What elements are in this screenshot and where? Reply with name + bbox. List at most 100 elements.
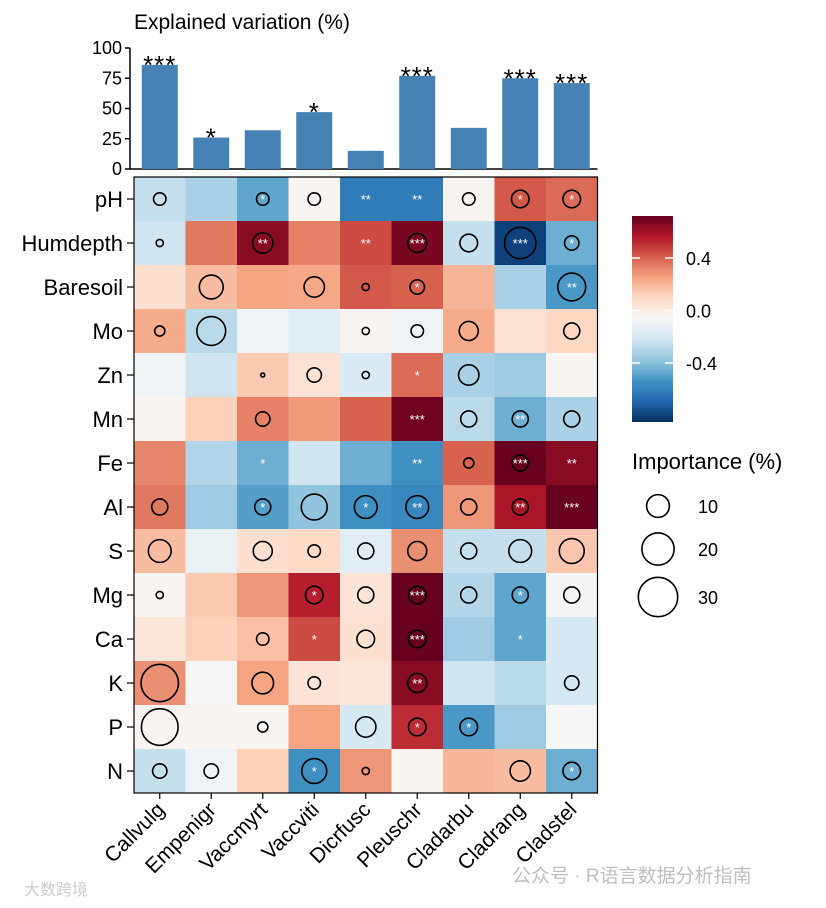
heatmap-cell (443, 309, 495, 354)
importance-circle (361, 766, 371, 776)
heatmap-cell (340, 397, 392, 442)
cell-significance-label: * (312, 764, 317, 779)
heatmap-cell (546, 397, 598, 442)
heatmap-cell (288, 309, 341, 354)
row-label-k: K (108, 671, 123, 696)
importance-circle (563, 235, 580, 252)
heatmap-cell (237, 617, 289, 662)
colorbar-legend: 0.4 0.0 -0.4 (632, 216, 717, 422)
heatmap-cell (391, 749, 444, 794)
importance-circle (511, 410, 530, 428)
cell-significance-label: *** (513, 236, 528, 251)
importance-circle (255, 191, 270, 207)
row-label-humdepth: Humdepth (21, 231, 123, 256)
row-label-baresoil: Baresoil (44, 275, 123, 300)
cell-significance-label: * (518, 192, 523, 207)
heatmap-cell (134, 661, 186, 706)
row-label-fe: Fe (97, 451, 123, 476)
heatmap-cell (237, 529, 289, 574)
heatmap-cell (494, 265, 547, 310)
heatmap-cell (134, 177, 186, 222)
heatmap-cell (494, 529, 547, 574)
heatmap-cell (134, 705, 186, 750)
heatmap-cell (443, 177, 495, 222)
heatmap-cell (546, 749, 598, 794)
importance-circle (562, 761, 582, 781)
importance-circle (459, 498, 478, 516)
importance-circle (508, 538, 533, 564)
heatmap-cell (443, 617, 495, 662)
heatmap-cell (237, 573, 289, 618)
cell-significance-label: ** (361, 192, 371, 207)
colorbar-tick-label: -0.4 (686, 354, 717, 374)
importance-circle (153, 325, 166, 337)
heatmap-cell (288, 749, 341, 794)
importance-circle (152, 191, 167, 207)
heatmap-cell (340, 353, 392, 398)
bar-y-tick-label: 25 (102, 129, 122, 149)
cell-significance-label: * (415, 280, 420, 295)
heatmap-cell (185, 353, 238, 398)
importance-circle (140, 707, 179, 747)
heatmap-cell (134, 397, 186, 442)
heatmap-cell (391, 177, 444, 222)
bar-y-tick-label: 50 (102, 99, 122, 119)
heatmap-cell (546, 617, 598, 662)
heatmap-cell (237, 309, 289, 354)
heatmap-cell (391, 573, 444, 618)
importance-circle (458, 320, 480, 342)
heatmap-cell (443, 441, 495, 486)
heatmap-cell (391, 221, 444, 266)
cell-significance-label: *** (410, 588, 425, 603)
heatmap-cell (546, 485, 598, 530)
heatmap-cell (340, 705, 392, 750)
bar-dicrfusc (347, 150, 384, 169)
cell-significance-label: * (569, 192, 574, 207)
importance-circle (356, 629, 376, 649)
heatmap-cell (134, 529, 186, 574)
importance-circle (251, 671, 275, 695)
bar-chart-title: Explained variation (%) (134, 11, 350, 34)
cell-significance-label: * (569, 764, 574, 779)
importance-circle (361, 370, 371, 380)
cell-significance-label: *** (513, 456, 528, 471)
heatmap-cell (443, 397, 495, 442)
importance-circle (198, 274, 224, 300)
cell-significance-label: * (415, 368, 420, 383)
importance-circle (407, 629, 427, 649)
heatmap-cell (237, 265, 289, 310)
cell-significance-label: ** (412, 456, 422, 471)
bar-chart-bars: ******** *** *** (141, 50, 590, 169)
size-legend-label: 20 (698, 540, 718, 560)
heatmap-cell (288, 617, 341, 662)
bar-significance-label: * (206, 123, 217, 153)
heatmap-cell (340, 309, 392, 354)
importance-circle (459, 542, 478, 560)
cell-significance-label: *** (564, 500, 579, 515)
cell-significance-label: * (312, 632, 317, 647)
importance-size-legend: Importance (%) 10 20 30 (632, 449, 782, 618)
size-legend-circle (637, 576, 679, 618)
importance-circle (307, 191, 322, 207)
heatmap-cell (340, 617, 392, 662)
importance-circle (457, 364, 480, 386)
row-label-p: P (108, 715, 123, 740)
heatmap-cell (288, 705, 341, 750)
heatmap-cell (546, 529, 598, 574)
importance-circle (307, 543, 322, 559)
heatmap-cell (340, 661, 392, 706)
heatmap-cell (494, 485, 547, 530)
bar-vaccviti (296, 112, 333, 169)
bar-empenigr (193, 137, 230, 169)
bar-significance-label: *** (143, 50, 176, 80)
importance-circle (407, 585, 427, 605)
importance-circle (557, 272, 587, 302)
heatmap-cell (340, 749, 392, 794)
heatmap-cell (546, 221, 598, 266)
heatmap-cell (185, 529, 238, 574)
heatmap-cell (391, 353, 444, 398)
colorbar-tick-label: 0.4 (686, 249, 711, 269)
importance-circle (254, 410, 271, 427)
heatmap-cell (134, 749, 186, 794)
